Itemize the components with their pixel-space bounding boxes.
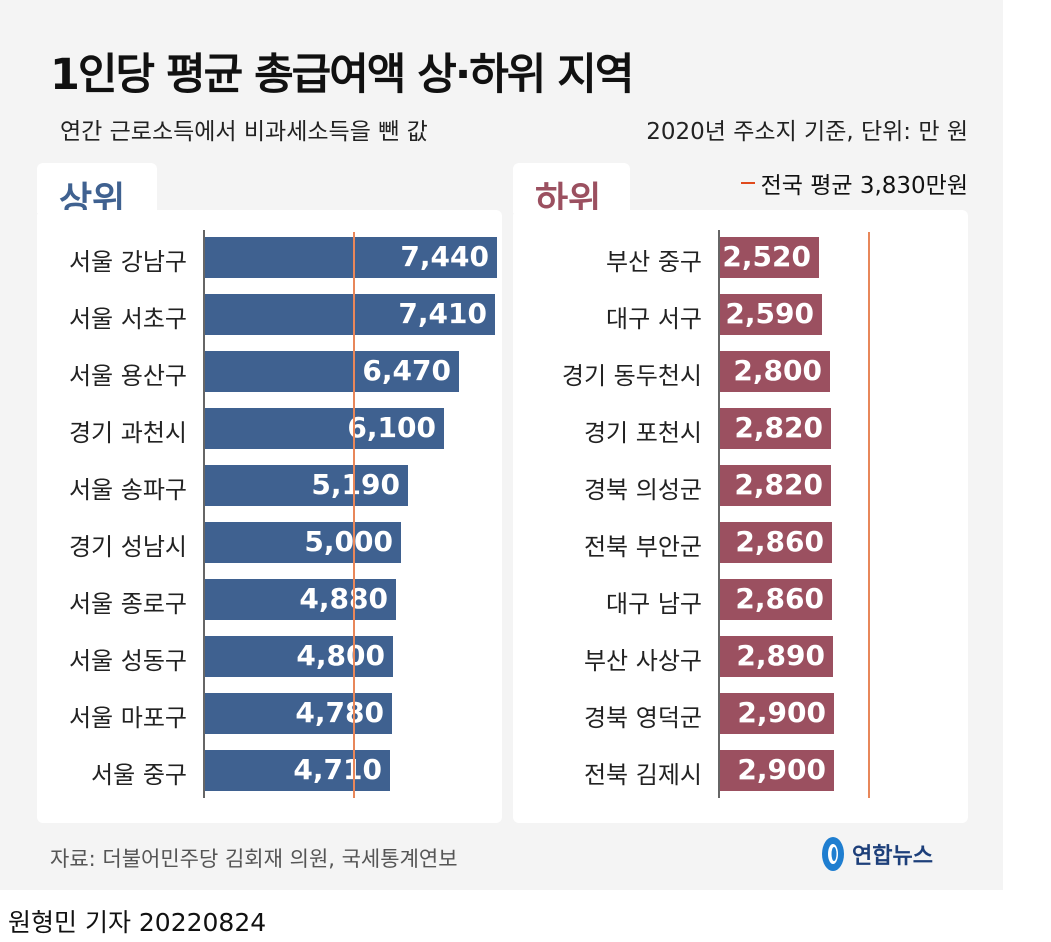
subtitle-right: 2020년 주소지 기준, 단위: 만 원 xyxy=(646,119,968,145)
category-label: 경기 포천시 xyxy=(583,419,702,447)
bar-bottom xyxy=(720,579,832,620)
value-label: 7,440 xyxy=(400,240,489,273)
category-label: 전북 부안군 xyxy=(583,533,702,561)
bar-bottom xyxy=(720,237,819,278)
value-label: 4,780 xyxy=(295,696,384,729)
bar-bottom xyxy=(720,636,833,677)
bar-top xyxy=(205,294,495,335)
category-label: 서울 용산구 xyxy=(68,362,187,390)
average-line xyxy=(868,232,870,798)
bar-top xyxy=(205,522,401,563)
legend-average-swatch xyxy=(740,182,755,184)
bar-bottom xyxy=(720,294,822,335)
bar-top xyxy=(205,636,393,677)
category-label: 서울 서초구 xyxy=(68,305,187,333)
value-label: 6,470 xyxy=(362,354,451,387)
category-label: 대구 서구 xyxy=(606,305,702,333)
category-label: 부산 사상구 xyxy=(583,647,702,675)
bar-top xyxy=(205,351,459,392)
category-label: 경기 성남시 xyxy=(68,533,187,561)
value-label: 2,860 xyxy=(735,582,824,615)
value-label: 2,820 xyxy=(734,468,823,501)
value-label: 2,800 xyxy=(733,354,822,387)
chart-title: 1인당 평균 총급여액 상·하위 지역 xyxy=(50,50,634,100)
category-label: 경북 영덕군 xyxy=(583,704,702,732)
value-label: 7,410 xyxy=(398,297,487,330)
category-label: 서울 성동구 xyxy=(68,647,187,675)
bar-top xyxy=(205,693,392,734)
average-line xyxy=(353,232,355,798)
bar-bottom xyxy=(720,522,832,563)
category-label: 경북 의성군 xyxy=(583,476,702,504)
source-note: 자료: 더불어민주당 김회재 의원, 국세통계연보 xyxy=(50,847,458,871)
bar-top xyxy=(205,579,396,620)
value-label: 2,860 xyxy=(735,525,824,558)
value-label: 6,100 xyxy=(347,411,436,444)
value-label: 4,710 xyxy=(293,753,382,786)
category-label: 부산 중구 xyxy=(606,248,702,276)
value-label: 5,000 xyxy=(304,525,393,558)
category-label: 서울 마포구 xyxy=(68,704,187,732)
legend-average: 전국 평균 3,830만원 xyxy=(740,166,968,200)
value-label: 5,190 xyxy=(311,468,400,501)
category-label: 전북 김제시 xyxy=(583,761,702,789)
subtitle-left: 연간 근로소득에서 비과세소득을 뺀 값 xyxy=(60,119,428,145)
value-label: 2,900 xyxy=(737,753,826,786)
category-label: 서울 송파구 xyxy=(68,476,187,504)
bar-top xyxy=(205,750,390,791)
bar-bottom xyxy=(720,693,834,734)
bar-top xyxy=(205,237,497,278)
bar-bottom xyxy=(720,465,831,506)
category-label: 서울 종로구 xyxy=(68,590,187,618)
bar-bottom xyxy=(720,408,831,449)
category-label: 경기 과천시 xyxy=(68,419,187,447)
bar-top xyxy=(205,465,408,506)
yonhap-logo-text: 연합뉴스 xyxy=(852,844,933,869)
value-label: 2,820 xyxy=(734,411,823,444)
value-label: 2,590 xyxy=(725,297,814,330)
value-label: 2,520 xyxy=(722,240,811,273)
value-label: 4,800 xyxy=(296,639,385,672)
bar-bottom xyxy=(720,750,834,791)
yonhap-logo-icon xyxy=(822,837,844,871)
value-label: 4,880 xyxy=(299,582,388,615)
axis-line xyxy=(203,230,205,798)
legend-average-label: 전국 평균 3,830만원 xyxy=(760,173,968,199)
category-label: 경기 동두천시 xyxy=(561,362,702,390)
tab-top: 상위 xyxy=(37,163,157,221)
category-label: 서울 중구 xyxy=(91,761,187,789)
category-label: 서울 강남구 xyxy=(68,248,187,276)
bar-top xyxy=(205,408,444,449)
value-label: 2,900 xyxy=(737,696,826,729)
axis-line xyxy=(718,230,720,798)
tab-bottom: 하위 xyxy=(513,163,630,221)
reporter-credit: 원형민 기자 20220824 xyxy=(8,908,267,937)
bar-bottom xyxy=(720,351,830,392)
value-label: 2,890 xyxy=(736,639,825,672)
category-label: 대구 남구 xyxy=(606,590,702,618)
yonhap-logo: 연합뉴스 xyxy=(818,834,933,874)
